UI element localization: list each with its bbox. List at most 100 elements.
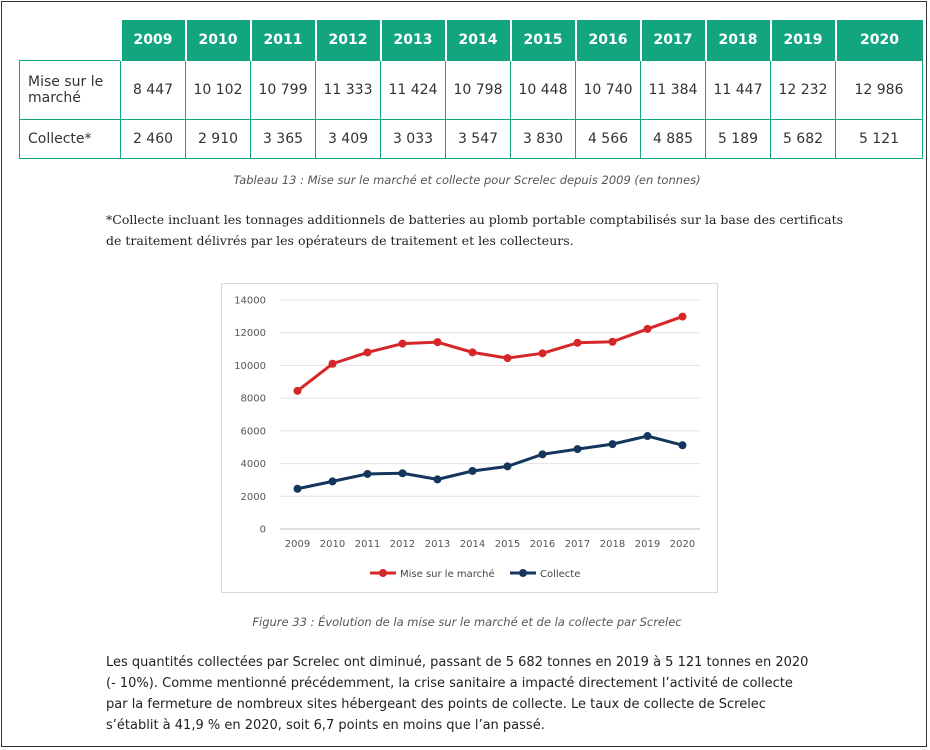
chart-svg: 0 2000 4000 6000 8000 10000 12000 14000 2009 201… [234,296,700,580]
x-tick-label: 2011 [355,539,380,550]
table-cell: 5 121 [835,119,923,159]
table-cell: 10 798 [445,60,511,120]
x-tick-label: 2016 [530,539,555,550]
data-point [573,445,582,454]
table-cell: 10 102 [185,60,251,120]
data-point [608,440,617,449]
data-point [643,432,652,441]
table-row-mise-sur-le-marche: Mise sur le marché 8 447 10 102 10 799 1… [19,60,923,120]
year-header: 2010 [184,20,251,61]
table-caption: Tableau 13 : Mise sur le marché et colle… [233,173,701,187]
data-point [678,441,687,450]
table-cell: 11 447 [705,60,771,120]
x-tick-label: 2013 [425,539,450,550]
table-cell: 4 885 [640,119,706,159]
year-header: 2015 [509,20,576,61]
data-point [573,338,582,347]
series-line [296,315,683,393]
data-point [538,349,547,358]
table-cell: 3 409 [315,119,381,159]
legend-marker [379,569,387,577]
table-cell: 3 830 [510,119,576,159]
year-header: 2017 [639,20,706,61]
data-point [503,462,512,471]
y-tick-label: 10000 [234,361,266,372]
table-cell: 5 189 [705,119,771,159]
y-tick-label: 2000 [241,492,266,503]
data-point [398,469,407,478]
table-cell: 11 333 [315,60,381,120]
data-point [643,324,652,333]
x-tick-label: 2019 [635,539,660,550]
data-point [363,469,372,478]
paragraph-line: par la fermeture de nombreux sites héber… [106,697,766,712]
x-tick-label: 2020 [670,539,695,550]
line-chart: 0 2000 4000 6000 8000 10000 12000 14000 2009 201… [221,283,718,593]
paragraph-line: s’établit à 41,9 % en 2020, soit 6,7 poi… [106,718,545,733]
year-header: 2009 [119,20,186,61]
legend-label: Mise sur le marché [400,568,495,580]
table-cell: 10 799 [250,60,316,120]
x-tick-label: 2010 [320,539,345,550]
table-cell: 11 384 [640,60,706,120]
table-cell: 5 682 [770,119,836,159]
footnote: *Collecte incluant les tonnages addition… [106,212,844,248]
y-tick-label: 4000 [241,459,266,470]
legend-marker [519,569,527,577]
body-paragraph: Les quantités collectées par Screlec ont… [106,652,837,736]
data-point [468,348,477,357]
table-cell: 3 365 [250,119,316,159]
data-point [328,359,337,368]
series-line [297,434,683,491]
table-cell: 4 566 [575,119,641,159]
table-cell: 10 740 [575,60,641,120]
data-point [503,354,512,363]
year-header: 2020 [834,20,923,61]
data-point [293,484,302,493]
table-cell: 2 910 [185,119,251,159]
y-tick-label: 14000 [234,296,266,307]
table-cell: 8 447 [120,60,186,120]
data-point [538,450,547,459]
table-cell: 3 033 [380,119,446,159]
year-header: 2012 [314,20,381,61]
table-cell: 12 232 [770,60,836,120]
x-tick-label: 2012 [390,539,415,550]
year-header: 2019 [769,20,836,61]
y-tick-label: 0 [260,525,266,536]
data-point [468,466,477,475]
y-tick-label: 8000 [241,394,266,405]
paragraph-line: Les quantités collectées par Screlec ont… [106,655,809,670]
x-tick-label: 2015 [495,539,520,550]
data-point [433,338,442,347]
y-tick-label: 6000 [241,426,266,437]
x-tick-label: 2018 [600,539,625,550]
table-cell: 12 986 [835,60,923,120]
table-cell: 3 547 [445,119,511,159]
row-label: Collecte* [19,119,121,159]
figure-caption: Figure 33 : Évolution de la mise sur le … [252,615,682,629]
year-header: 2011 [249,20,316,61]
data-point [608,337,617,346]
data-point [363,348,372,357]
data-table: 2009 2010 2011 2012 2013 2014 2015 2016 … [19,20,923,159]
data-point [433,475,442,484]
table-row-collecte: Collecte* 2 460 2 910 3 365 3 409 3 033 … [19,119,923,159]
data-point [678,312,687,321]
data-point [328,477,337,486]
table-cell: 10 448 [510,60,576,120]
x-tick-label: 2014 [460,539,485,550]
year-header: 2016 [574,20,641,61]
x-tick-label: 2009 [285,539,310,550]
table-corner-cell [19,20,121,61]
year-header: 2018 [704,20,771,61]
row-label: Mise sur le marché [19,60,121,120]
legend-label: Collecte [540,569,580,580]
year-header: 2013 [379,20,446,61]
table-cell: 2 460 [120,119,186,159]
data-point [293,386,302,395]
x-tick-label: 2017 [565,539,590,550]
data-point [398,339,407,348]
y-tick-label: 12000 [234,328,266,339]
